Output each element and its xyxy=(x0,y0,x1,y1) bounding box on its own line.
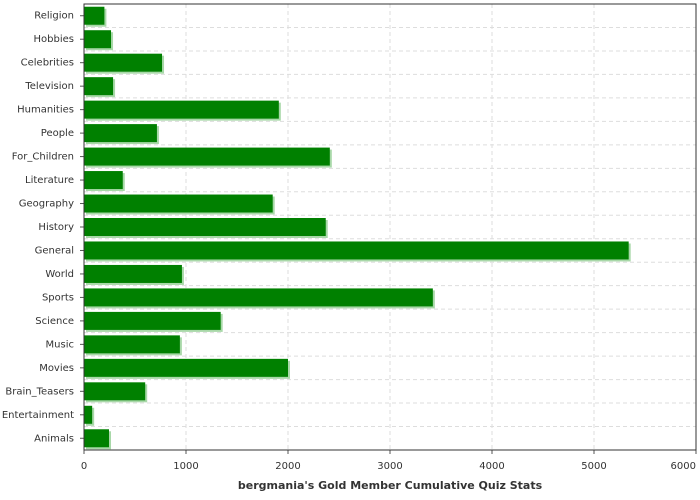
y-tick-label: Humanities xyxy=(17,105,74,116)
x-tick-label: 0 xyxy=(81,461,87,472)
y-tick-label: Entertainment xyxy=(2,410,74,421)
bar xyxy=(84,311,221,330)
y-tick-label: General xyxy=(35,245,74,256)
bar xyxy=(84,405,93,424)
y-tick-label: Science xyxy=(35,316,74,327)
x-tick-label: 1000 xyxy=(173,461,198,472)
plot-border xyxy=(83,3,697,451)
y-tick-label: Hobbies xyxy=(34,34,74,45)
y-tick-label: Sports xyxy=(42,292,74,303)
bar xyxy=(84,241,629,260)
bar xyxy=(84,335,180,354)
bar xyxy=(84,194,273,213)
bar xyxy=(84,30,112,49)
bar xyxy=(84,77,114,96)
bar xyxy=(84,171,123,190)
y-tick-label: Movies xyxy=(39,363,74,374)
y-tick-label: History xyxy=(38,222,74,233)
y-tick-label: Animals xyxy=(34,433,74,444)
y-tick-label: People xyxy=(41,128,74,139)
y-tick-label: Television xyxy=(24,81,74,92)
x-tick-label: 5000 xyxy=(581,461,606,472)
bar xyxy=(84,429,109,448)
y-tick-label: Religion xyxy=(34,11,74,22)
bar xyxy=(84,53,163,72)
y-tick-label: Brain_Teasers xyxy=(5,386,74,397)
bar xyxy=(84,100,279,119)
bar xyxy=(84,382,146,401)
bar xyxy=(84,6,105,25)
y-tick-label: Geography xyxy=(19,199,74,210)
x-tick-label: 3000 xyxy=(377,461,402,472)
bar xyxy=(84,264,182,283)
x-tick-label: 2000 xyxy=(275,461,300,472)
bar xyxy=(84,124,157,143)
y-tick-label: For_Children xyxy=(12,152,74,163)
x-tick-label: 4000 xyxy=(479,461,504,472)
y-tick-label: World xyxy=(45,269,74,280)
x-axis-label: bergmania's Gold Member Cumulative Quiz … xyxy=(238,479,543,492)
y-tick-label: Music xyxy=(46,339,74,350)
bar xyxy=(84,288,433,307)
bar xyxy=(84,218,326,236)
bar xyxy=(84,358,288,377)
bar xyxy=(84,147,330,166)
x-tick-label: 6000 xyxy=(671,461,696,472)
y-tick-label: Celebrities xyxy=(21,58,74,69)
y-tick-label: Literature xyxy=(25,175,74,186)
